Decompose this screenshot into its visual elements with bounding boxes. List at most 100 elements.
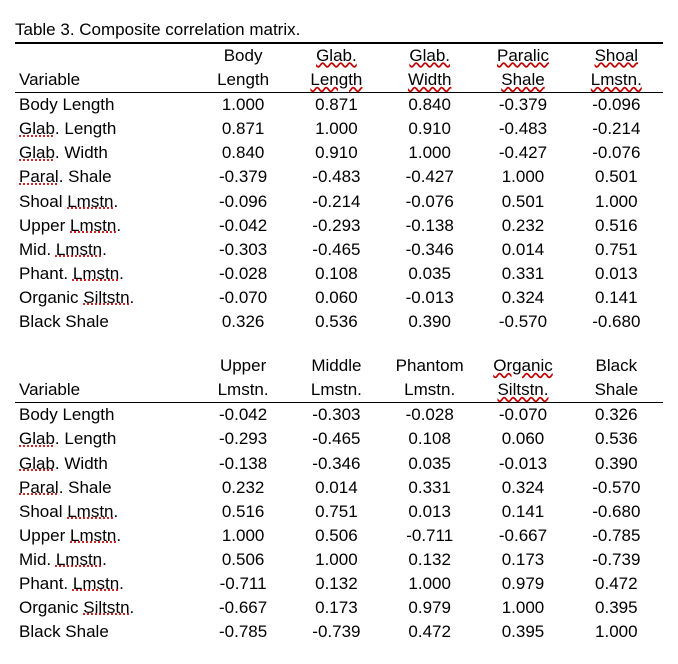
cell: -0.739 [570, 548, 663, 572]
cell: 0.013 [383, 500, 476, 524]
cell: 0.013 [570, 262, 663, 286]
table-row: Glab. Length-0.293-0.4650.1080.0600.536 [15, 427, 663, 451]
cell: -0.303 [196, 238, 289, 262]
cell: 0.035 [383, 452, 476, 476]
cell: -0.028 [383, 403, 476, 428]
row-label: Organic Siltstn. [15, 596, 196, 620]
col-header-top: Phantom [383, 354, 476, 378]
table-row: Upper Lmstn.1.0000.506-0.711-0.667-0.785 [15, 524, 663, 548]
row-label: Paral. Shale [15, 476, 196, 500]
cell: -0.028 [196, 262, 289, 286]
table-row: Body Length1.0000.8710.840-0.379-0.096 [15, 93, 663, 118]
cell: -0.570 [570, 476, 663, 500]
cell: -0.096 [570, 93, 663, 118]
cell: 1.000 [570, 190, 663, 214]
table-row: Shoal Lmstn.0.5160.7510.0130.141-0.680 [15, 500, 663, 524]
cell: 0.173 [476, 548, 569, 572]
cell: -0.379 [476, 93, 569, 118]
table-row: Shoal Lmstn.-0.096-0.214-0.0760.5011.000 [15, 190, 663, 214]
row-label: Paral. Shale [15, 165, 196, 189]
table-row: Glab. Length0.8711.0000.910-0.483-0.214 [15, 117, 663, 141]
cell: 0.014 [476, 238, 569, 262]
table-row: Body Length-0.042-0.303-0.028-0.0700.326 [15, 403, 663, 428]
cell: 0.326 [196, 310, 289, 334]
col-header-bottom: Shale [476, 68, 569, 93]
cell: 0.506 [290, 524, 383, 548]
table-row: Phant. Lmstn.-0.0280.1080.0350.3310.013 [15, 262, 663, 286]
cell: 0.751 [570, 238, 663, 262]
table-row: Paral. Shale0.2320.0140.3310.324-0.570 [15, 476, 663, 500]
cell: -0.667 [196, 596, 289, 620]
table-row: Black Shale0.3260.5360.390-0.570-0.680 [15, 310, 663, 334]
cell: 0.324 [476, 476, 569, 500]
var-header-blank [15, 43, 196, 68]
row-label: Black Shale [15, 620, 196, 644]
row-label: Glab. Width [15, 452, 196, 476]
cell: 0.395 [476, 620, 569, 644]
row-label: Phant. Lmstn. [15, 262, 196, 286]
cell: 0.232 [476, 214, 569, 238]
cell: 0.395 [570, 596, 663, 620]
table-title: Table 3. Composite correlation matrix. [15, 20, 663, 40]
cell: 0.331 [476, 262, 569, 286]
cell: -0.303 [290, 403, 383, 428]
row-label: Black Shale [15, 310, 196, 334]
table-row: Phant. Lmstn.-0.7110.1321.0000.9790.472 [15, 572, 663, 596]
col-header-bottom: Shale [570, 378, 663, 403]
col-header-bottom: Siltstn. [476, 378, 569, 403]
cell: -0.013 [383, 286, 476, 310]
cell: -0.013 [476, 452, 569, 476]
cell: 0.501 [476, 190, 569, 214]
var-header-blank [15, 354, 196, 378]
variable-header: Variable [15, 68, 196, 93]
cell: 0.324 [476, 286, 569, 310]
cell: -0.070 [196, 286, 289, 310]
cell: 0.108 [383, 427, 476, 451]
cell: 0.390 [570, 452, 663, 476]
col-header-bottom: Width [383, 68, 476, 93]
cell: 0.173 [290, 596, 383, 620]
cell: 1.000 [383, 141, 476, 165]
cell: -0.293 [290, 214, 383, 238]
cell: 1.000 [383, 572, 476, 596]
cell: 1.000 [476, 165, 569, 189]
cell: 0.132 [290, 572, 383, 596]
col-header-top: Black [570, 354, 663, 378]
row-label: Glab. Length [15, 427, 196, 451]
cell: -0.379 [196, 165, 289, 189]
cell: 1.000 [290, 548, 383, 572]
cell: -0.680 [570, 310, 663, 334]
cell: -0.076 [383, 190, 476, 214]
cell: -0.785 [196, 620, 289, 644]
row-label: Body Length [15, 93, 196, 118]
col-header-bottom: Length [290, 68, 383, 93]
row-label: Upper Lmstn. [15, 524, 196, 548]
table-row: Black Shale-0.785-0.7390.4720.3951.000 [15, 620, 663, 644]
cell: -0.739 [290, 620, 383, 644]
cell: 0.979 [476, 572, 569, 596]
row-label: Phant. Lmstn. [15, 572, 196, 596]
cell: -0.138 [196, 452, 289, 476]
cell: -0.427 [476, 141, 569, 165]
cell: -0.465 [290, 238, 383, 262]
cell: 0.516 [196, 500, 289, 524]
cell: 0.871 [196, 117, 289, 141]
cell: 0.536 [570, 427, 663, 451]
cell: 0.516 [570, 214, 663, 238]
cell: 0.871 [290, 93, 383, 118]
cell: 1.000 [290, 117, 383, 141]
cell: -0.096 [196, 190, 289, 214]
table-row: Paral. Shale-0.379-0.483-0.4271.0000.501 [15, 165, 663, 189]
cell: -0.042 [196, 403, 289, 428]
row-label: Glab. Length [15, 117, 196, 141]
spacer [15, 334, 663, 354]
cell: -0.680 [570, 500, 663, 524]
cell: -0.070 [476, 403, 569, 428]
table-row: Mid. Lmstn.0.5061.0000.1320.173-0.739 [15, 548, 663, 572]
cell: -0.293 [196, 427, 289, 451]
row-label: Mid. Lmstn. [15, 238, 196, 262]
cell: -0.667 [476, 524, 569, 548]
row-label: Shoal Lmstn. [15, 500, 196, 524]
col-header-bottom: Lmstn. [570, 68, 663, 93]
row-label: Glab. Width [15, 141, 196, 165]
